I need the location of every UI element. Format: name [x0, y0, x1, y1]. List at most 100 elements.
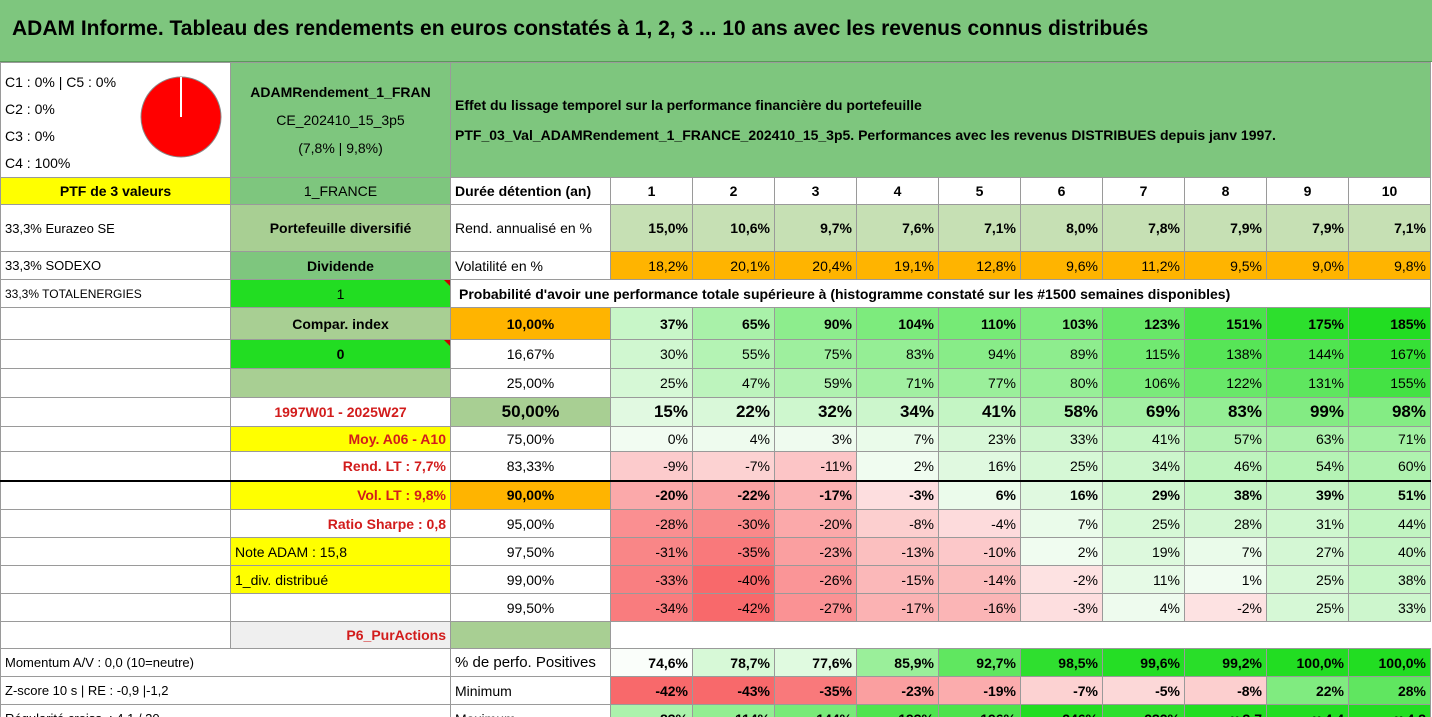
vol-value: 18,2%	[610, 251, 693, 280]
year-header: 8	[1184, 177, 1267, 205]
rend-value: 7,1%	[1348, 204, 1431, 252]
dividend-value-cell[interactable]: 1	[230, 279, 451, 308]
z-score: Z-score 10 s | RE : -0,9 |-1,2	[0, 676, 451, 705]
quantile-value: 25%	[1020, 451, 1103, 481]
quantile-value: 11%	[1102, 565, 1185, 594]
quantile-value: -26%	[774, 565, 857, 594]
compar-index-label: Compar. index	[230, 307, 451, 340]
quantile-value: 110%	[938, 307, 1021, 340]
quantile-value: 25%	[1102, 509, 1185, 538]
empty-cell	[230, 593, 451, 622]
vol-value: 9,6%	[1020, 251, 1103, 280]
quantile-value: 65%	[692, 307, 775, 340]
title-bar: ADAM Informe. Tableau des rendements en …	[0, 0, 1432, 62]
holding-sodexo: 33,3% SODEXO	[0, 251, 231, 280]
maximum-value: 246%	[1020, 704, 1103, 717]
quantile-value: 123%	[1102, 307, 1185, 340]
quantile-value: -10%	[938, 537, 1021, 566]
composition-c3: C3 : 0%	[5, 128, 55, 144]
year-header: 9	[1266, 177, 1349, 205]
minimum-value: -8%	[1184, 676, 1267, 705]
quantile-value: 6%	[938, 479, 1021, 510]
portfolio-type: Portefeuille diversifié	[230, 204, 451, 252]
vol-value: 9,0%	[1266, 251, 1349, 280]
minimum-value: -5%	[1102, 676, 1185, 705]
positives-label: % de perfo. Positives	[450, 648, 611, 677]
empty-cell	[0, 537, 231, 566]
rend-value: 7,9%	[1184, 204, 1267, 252]
empty-green-cell	[230, 368, 451, 398]
quantile-value: -17%	[856, 593, 939, 622]
minimum-value: -42%	[610, 676, 693, 705]
quantile-value: 94%	[938, 339, 1021, 369]
compar-index-value-cell[interactable]: 0	[230, 339, 451, 369]
year-header: 1	[610, 177, 693, 205]
composition-c2: C2 : 0%	[5, 101, 55, 117]
minimum-value: 22%	[1266, 676, 1349, 705]
quantile-value: 104%	[856, 307, 939, 340]
quantile-value: 144%	[1266, 339, 1349, 369]
comment-indicator	[444, 280, 450, 286]
quantile-value: 115%	[1102, 339, 1185, 369]
quantile-value: 103%	[1020, 307, 1103, 340]
rend-value: 7,6%	[856, 204, 939, 252]
quantile-value: 38%	[1184, 479, 1267, 510]
quantile-value: 57%	[1184, 426, 1267, 452]
quantile-value: -22%	[692, 479, 775, 510]
year-header: 7	[1102, 177, 1185, 205]
quantile-label: 75,00%	[450, 426, 611, 452]
quantile-value: -13%	[856, 537, 939, 566]
quantile-value: 77%	[938, 368, 1021, 398]
quantile-value: 25%	[610, 368, 693, 398]
quantile-value: 41%	[938, 397, 1021, 427]
portfolio-code: 1_FRANCE	[230, 177, 451, 205]
ptf-label: PTF de 3 valeurs	[0, 177, 231, 205]
quantile-value: 4%	[692, 426, 775, 452]
year-header: 3	[774, 177, 857, 205]
rend-value: 15,0%	[610, 204, 693, 252]
quantile-value: -20%	[610, 479, 693, 510]
vol-value: 20,4%	[774, 251, 857, 280]
quantile-label: 50,00%	[450, 397, 611, 427]
quantile-value: 2%	[856, 451, 939, 481]
vol-value: 20,1%	[692, 251, 775, 280]
composition-cell: C1 : 0% | C5 : 0% C2 : 0% C3 : 0% C4 : 1…	[0, 62, 231, 178]
quantile-value: 16%	[938, 451, 1021, 481]
allocation-pie-chart	[140, 76, 222, 158]
quantile-value: 63%	[1266, 426, 1349, 452]
description-line1: Effet du lissage temporel sur la perform…	[455, 97, 922, 113]
quantile-value: 90%	[774, 307, 857, 340]
quantile-value: -8%	[856, 509, 939, 538]
rend-value: 7,8%	[1102, 204, 1185, 252]
quantile-value: -15%	[856, 565, 939, 594]
vol-value: 11,2%	[1102, 251, 1185, 280]
quantile-value: 7%	[1020, 509, 1103, 538]
maximum-value: 144%	[774, 704, 857, 717]
maximum-value: x 4,4	[1266, 704, 1349, 717]
quantile-value: 15%	[610, 397, 693, 427]
quantile-value: 99%	[1266, 397, 1349, 427]
empty-cell	[610, 621, 1431, 649]
portfolio-perf-summary: (7,8% | 9,8%)	[298, 140, 383, 156]
empty-cell	[0, 509, 231, 538]
long-term-volatility: Vol. LT : 9,8%	[230, 479, 451, 510]
holding-period-label: Durée détention (an)	[450, 177, 611, 205]
quantile-value: 25%	[1266, 593, 1349, 622]
positives-value: 99,6%	[1102, 648, 1185, 677]
quantile-value: -34%	[610, 593, 693, 622]
quantile-value: 4%	[1102, 593, 1185, 622]
quantile-value: 7%	[1184, 537, 1267, 566]
quantile-label: 99,50%	[450, 593, 611, 622]
quantile-value: 25%	[1266, 565, 1349, 594]
long-term-return: Rend. LT : 7,7%	[230, 451, 451, 481]
year-header: 4	[856, 177, 939, 205]
quantile-value: 31%	[1266, 509, 1349, 538]
quantile-value: -2%	[1184, 593, 1267, 622]
empty-cell	[0, 339, 231, 369]
quantile-value: 28%	[1184, 509, 1267, 538]
positives-value: 85,9%	[856, 648, 939, 677]
rend-value: 7,9%	[1266, 204, 1349, 252]
minimum-value: -43%	[692, 676, 775, 705]
rend-value: 9,7%	[774, 204, 857, 252]
